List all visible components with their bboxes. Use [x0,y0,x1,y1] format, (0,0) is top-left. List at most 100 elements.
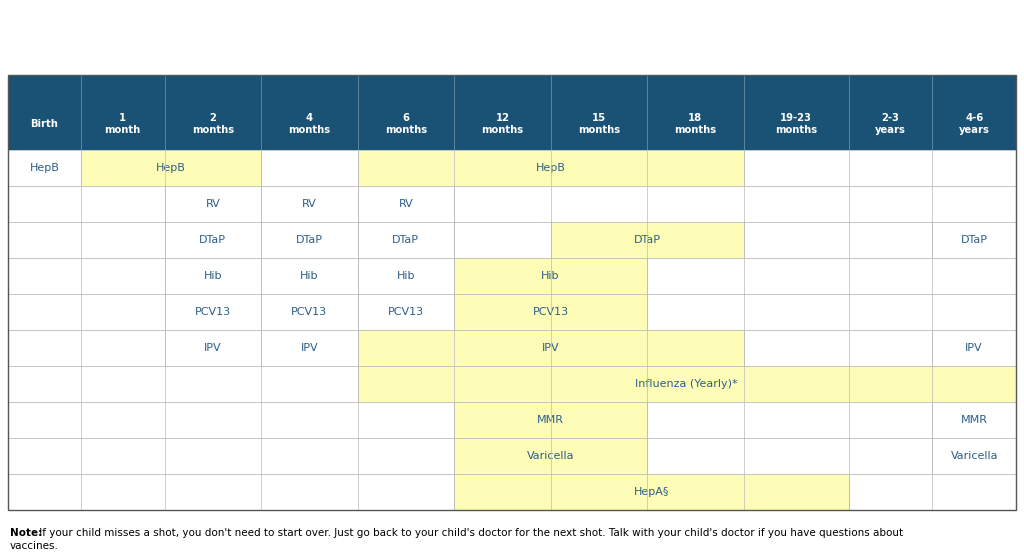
Bar [454,186,1016,222]
Bar [357,294,454,330]
Bar [647,402,933,438]
Text: Birth: Birth [31,119,58,129]
Text: RV: RV [398,199,414,209]
Bar [8,402,454,438]
Text: HepB: HepB [536,163,565,173]
Bar [357,150,743,186]
Bar [8,258,165,294]
Bar [743,150,1016,186]
Text: MMR: MMR [961,415,988,425]
Bar [261,186,357,222]
Text: HepB: HepB [156,163,186,173]
Text: IPV: IPV [300,343,318,353]
Bar [8,330,1016,366]
Text: 6
months: 6 months [385,112,427,135]
Bar [8,294,165,330]
Bar [454,294,647,330]
Bar [551,222,743,258]
Text: 19-23
months: 19-23 months [775,112,817,135]
Bar [357,186,454,222]
Text: PCV13: PCV13 [195,307,230,317]
Text: DTaP: DTaP [200,235,226,245]
Text: Varicella: Varicella [950,451,998,461]
Bar [8,474,1016,510]
Bar [8,294,1016,330]
Text: DTaP: DTaP [392,235,420,245]
Text: 1
month: 1 month [104,112,141,135]
Text: Hib: Hib [396,271,415,281]
Bar [261,258,357,294]
Text: 2
months: 2 months [191,112,233,135]
Bar [165,186,261,222]
Text: PCV13: PCV13 [532,307,568,317]
Bar [647,258,1016,294]
Bar [8,402,1016,438]
Bar [454,402,647,438]
Bar [8,438,1016,474]
Text: IPV: IPV [204,343,221,353]
Text: Note:: Note: [10,528,42,538]
Text: 15
months: 15 months [578,112,620,135]
Text: 4-6
years: 4-6 years [958,112,989,135]
Bar [261,222,357,258]
Text: HepB: HepB [30,163,59,173]
Bar [849,474,1016,510]
Bar [8,366,1016,402]
Bar [8,222,165,258]
Bar [454,438,647,474]
Bar [933,438,1016,474]
Text: HepA§: HepA§ [634,487,669,497]
Bar [743,330,933,366]
Text: 4
months: 4 months [289,112,331,135]
Text: PCV13: PCV13 [291,307,328,317]
Text: vaccines.: vaccines. [10,541,58,551]
Text: MMR: MMR [538,415,564,425]
Bar [357,330,743,366]
Bar [261,330,357,366]
Bar [8,75,1016,510]
Bar [8,222,1016,258]
Text: Influenza (Yearly)*: Influenza (Yearly)* [636,379,738,389]
Text: IPV: IPV [966,343,983,353]
Bar [454,222,551,258]
Text: IPV: IPV [542,343,559,353]
Bar [261,294,357,330]
Bar [165,258,261,294]
Bar [357,258,454,294]
Text: 18
months: 18 months [675,112,717,135]
Bar [647,438,933,474]
Bar [933,402,1016,438]
Bar [8,150,1016,186]
Bar [647,294,1016,330]
Bar [743,222,933,258]
Bar [8,186,165,222]
Bar [81,150,261,186]
Bar [8,150,81,186]
Text: 2-3
years: 2-3 years [876,112,906,135]
Bar [454,258,647,294]
Text: Varicella: Varicella [527,451,574,461]
Bar [261,150,357,186]
Bar [165,222,261,258]
Bar [8,186,1016,222]
Text: DTaP: DTaP [961,235,988,245]
Bar [8,75,1016,150]
Text: Hib: Hib [204,271,222,281]
Bar [8,258,1016,294]
Bar [8,438,454,474]
Bar [165,330,261,366]
Bar [8,366,357,402]
Bar [933,222,1016,258]
Text: RV: RV [302,199,316,209]
Bar [933,330,1016,366]
Text: Hib: Hib [542,271,560,281]
Text: Hib: Hib [300,271,318,281]
Bar [357,366,1016,402]
Text: RV: RV [206,199,220,209]
Text: PCV13: PCV13 [388,307,424,317]
Bar [8,330,165,366]
Bar [8,474,454,510]
Bar [454,474,849,510]
Bar [165,294,261,330]
Bar [357,222,454,258]
